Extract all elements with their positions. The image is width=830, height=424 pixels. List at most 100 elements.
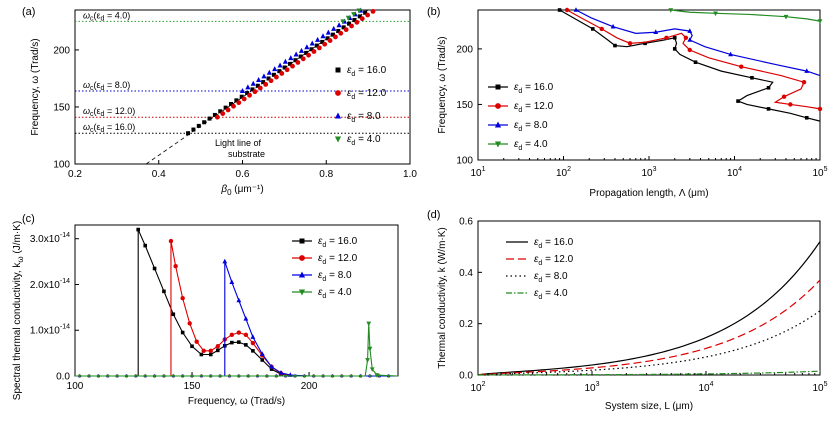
data-point (557, 8, 562, 12)
data-point (672, 47, 677, 51)
panel-b: 101 102 103 104 105 100 150 200 Propagation leng… (427, 6, 828, 199)
data-point (152, 266, 157, 271)
legend-label: εd = 8.0 (318, 270, 352, 283)
data-point (250, 340, 256, 346)
legend-label: εd = 16.0 (514, 82, 554, 95)
data-point (223, 105, 228, 110)
x-tick-label: 102 (470, 381, 485, 394)
data-point (218, 109, 223, 114)
data-point (244, 343, 248, 347)
baseline-point (199, 374, 204, 379)
data-point (347, 21, 352, 26)
legend-label: εd = 12.0 (514, 101, 554, 114)
data-point (215, 344, 220, 349)
series-line (137, 229, 398, 377)
baseline-point (209, 374, 213, 379)
data-point (228, 101, 233, 106)
legend-label: εd = 4.0 (318, 287, 352, 300)
data-point (728, 51, 733, 57)
data-point (330, 32, 335, 37)
data-point (314, 43, 319, 48)
data-point (272, 66, 278, 72)
y-tick-label: 3.0x10-14 (30, 232, 70, 245)
baseline-point (265, 374, 269, 379)
baseline-point (312, 374, 316, 379)
data-point (162, 289, 166, 294)
y-axis-label: Spectral thermal conductivity, kω (J/m·K… (12, 221, 25, 400)
data-point (230, 340, 234, 345)
data-point (352, 18, 357, 23)
panel-c: 100 150 200 0.0 1.0x10-14 2.0x10-14 3.0x10-14 F… (12, 213, 399, 407)
data-point (365, 12, 371, 18)
data-point (186, 131, 191, 136)
data-point (143, 243, 148, 248)
data-point (279, 71, 285, 76)
cutoff-label: ωc(εd = 8.0) (83, 80, 130, 92)
y-tick-label: 100 (53, 160, 70, 171)
data-point (804, 115, 809, 120)
data-point (260, 358, 265, 362)
data-point (325, 29, 331, 35)
series-triangle-down (668, 8, 823, 24)
data-point (788, 102, 793, 107)
data-point (199, 352, 204, 357)
data-point (263, 81, 269, 87)
x-tick-label: 101 (470, 166, 485, 179)
baseline-point (321, 374, 325, 379)
baseline-point (246, 374, 250, 379)
data-point (672, 35, 677, 40)
data-point (664, 35, 669, 40)
data-point (207, 116, 212, 121)
data-point (261, 80, 266, 85)
series-line (477, 279, 821, 376)
data-point (231, 103, 236, 109)
baseline-point (180, 374, 185, 379)
data-point (309, 47, 314, 52)
baseline-point (349, 374, 353, 379)
x-tick-label: 0.6 (236, 169, 250, 180)
baseline-point (293, 374, 297, 379)
data-point (259, 351, 265, 356)
panel-label: (c) (22, 213, 35, 225)
panel-a: 0.2 0.4 0.6 0.8 1.0 100 150 200 β0 (μm⁻¹) Frequen… (22, 6, 417, 197)
data-point (202, 120, 207, 125)
x-axis-label: β0 (μm⁻¹) (220, 184, 263, 197)
series-line (575, 9, 821, 77)
baseline-point (340, 374, 344, 379)
baseline-point (274, 374, 278, 379)
x-tick-label: 103 (584, 381, 599, 394)
baseline-point (227, 374, 232, 379)
x-axis-label: Propagation length, Λ (μm) (589, 188, 708, 199)
data-point (282, 65, 287, 70)
data-point (783, 14, 789, 20)
data-point (311, 49, 317, 54)
data-point (241, 96, 247, 102)
baseline-point (171, 374, 176, 379)
data-point (687, 28, 693, 33)
light-line-label: Light line of (215, 138, 262, 148)
y-tick-label: 150 (53, 102, 70, 113)
data-point (766, 85, 771, 90)
data-point (225, 107, 231, 113)
x-tick-label: 102 (556, 166, 571, 179)
data-point (191, 127, 196, 132)
x-tick-label: 0.2 (68, 169, 82, 180)
data-point (171, 312, 176, 317)
baseline-point (152, 374, 157, 379)
baseline-point (115, 374, 119, 379)
data-point (252, 89, 258, 95)
series-line (170, 240, 398, 377)
legend-marker (298, 271, 306, 278)
data-point (257, 85, 263, 91)
data-point (251, 349, 255, 353)
data-point (266, 76, 271, 81)
x-tick-label: 1.0 (403, 169, 417, 180)
data-point (298, 54, 303, 59)
data-point (269, 367, 274, 371)
x-axis-label: Frequency, ω (Trad/s) (188, 396, 285, 407)
data-point (333, 34, 338, 40)
data-point (212, 112, 217, 117)
panel-label: (b) (427, 6, 440, 18)
data-point (277, 69, 282, 74)
data-point (817, 106, 823, 112)
